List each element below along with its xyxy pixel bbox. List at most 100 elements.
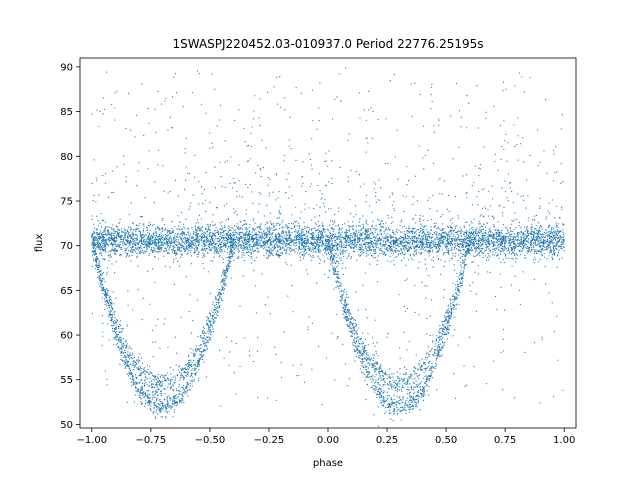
- data-point: [100, 244, 102, 246]
- data-point: [396, 241, 398, 244]
- data-point: [153, 234, 155, 237]
- data-point: [222, 238, 225, 240]
- data-point: [524, 243, 527, 245]
- data-point: [491, 237, 493, 239]
- data-point: [514, 261, 517, 263]
- data-point: [399, 242, 401, 245]
- data-point: [558, 230, 560, 232]
- data-point: [500, 235, 502, 237]
- data-point: [331, 241, 333, 243]
- data-point: [175, 254, 177, 256]
- data-point: [307, 245, 309, 248]
- data-point: [288, 242, 290, 245]
- data-point: [532, 259, 535, 261]
- data-point: [514, 239, 516, 241]
- data-point: [188, 234, 190, 236]
- data-point: [349, 235, 352, 237]
- data-point: [381, 246, 383, 248]
- data-point: [547, 235, 549, 237]
- data-point: [560, 246, 563, 248]
- data-point: [480, 250, 483, 252]
- data-point: [478, 251, 481, 254]
- data-point: [304, 227, 306, 229]
- data-point: [271, 241, 273, 243]
- data-point: [142, 229, 144, 232]
- data-point: [203, 253, 205, 255]
- data-point: [370, 229, 372, 231]
- data-point: [508, 239, 510, 241]
- data-point: [243, 252, 245, 254]
- data-point: [541, 236, 543, 238]
- data-point: [357, 236, 359, 238]
- data-point: [537, 234, 539, 236]
- data-point: [318, 248, 320, 250]
- data-point: [511, 257, 513, 260]
- data-point: [522, 244, 524, 246]
- data-point: [300, 242, 302, 244]
- data-point: [105, 226, 107, 228]
- data-point: [438, 242, 440, 245]
- data-point: [450, 238, 453, 240]
- data-point: [103, 231, 105, 233]
- data-point: [500, 251, 502, 253]
- data-point: [426, 244, 428, 246]
- data-point: [117, 245, 119, 247]
- data-point: [347, 235, 350, 237]
- data-point: [405, 246, 407, 248]
- data-point: [496, 230, 499, 232]
- data-point: [223, 258, 225, 260]
- data-point: [544, 246, 546, 248]
- data-point: [315, 235, 317, 237]
- data-point: [351, 237, 353, 239]
- data-point: [264, 223, 266, 225]
- data-point: [348, 234, 350, 236]
- data-point: [322, 254, 324, 256]
- data-point: [529, 251, 532, 253]
- data-point: [163, 242, 166, 244]
- data-point: [482, 256, 484, 259]
- data-point: [369, 263, 371, 265]
- data-point: [365, 241, 368, 243]
- data-point: [147, 225, 149, 227]
- data-point: [395, 251, 397, 253]
- data-point: [209, 241, 211, 243]
- data-point: [527, 241, 529, 243]
- data-point: [534, 228, 536, 230]
- data-point: [518, 221, 521, 223]
- data-point: [141, 234, 143, 237]
- data-point: [289, 229, 291, 231]
- data-point: [551, 257, 554, 259]
- data-point: [487, 235, 489, 237]
- data-point: [302, 246, 304, 248]
- data-point: [207, 245, 209, 247]
- data-point: [115, 261, 117, 263]
- data-point: [402, 248, 404, 250]
- data-point: [210, 239, 212, 241]
- data-point: [99, 243, 101, 245]
- data-point: [355, 235, 357, 237]
- data-point: [162, 218, 164, 220]
- data-point: [453, 234, 455, 236]
- data-point: [533, 231, 535, 233]
- data-point: [243, 243, 245, 245]
- data-point: [372, 255, 374, 257]
- data-point: [255, 249, 257, 251]
- data-point: [168, 238, 170, 240]
- data-point: [514, 242, 516, 244]
- data-point: [527, 230, 529, 232]
- data-point: [525, 240, 528, 242]
- data-point: [289, 232, 291, 234]
- data-point: [355, 230, 357, 233]
- data-point: [144, 241, 146, 243]
- data-point: [100, 247, 103, 249]
- data-point: [185, 218, 187, 220]
- data-point: [172, 245, 174, 247]
- data-point: [421, 240, 424, 242]
- data-point: [309, 233, 311, 235]
- data-point: [372, 234, 374, 236]
- data-point: [184, 237, 187, 240]
- data-point: [250, 262, 252, 264]
- data-point: [382, 240, 384, 243]
- data-point: [257, 238, 259, 240]
- data-point: [452, 235, 454, 237]
